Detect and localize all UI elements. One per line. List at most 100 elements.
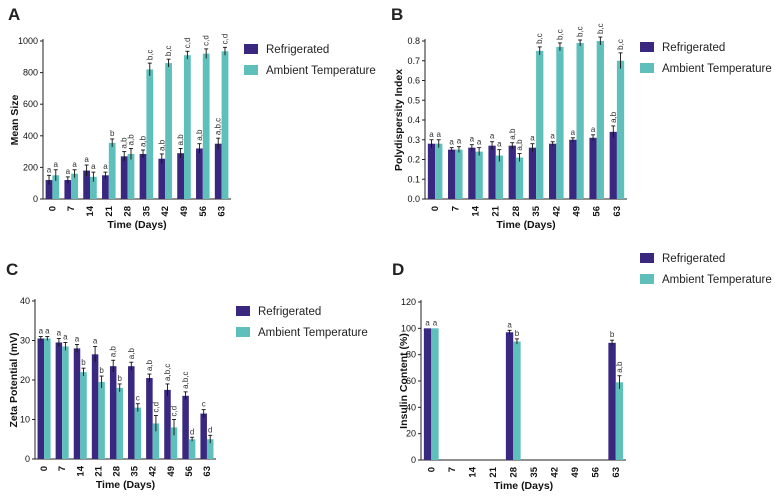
bar-refrigerated (37, 338, 45, 459)
y-tick-label: 0 (411, 455, 416, 465)
y-tick-label: 40 (406, 402, 416, 412)
significance-label: a,b (195, 129, 204, 141)
y-tick-label: 20 (406, 429, 416, 439)
bar-ambient (431, 328, 439, 460)
bar-refrigerated (609, 131, 617, 199)
significance-label: a,b (176, 134, 185, 146)
significance-label: a (103, 162, 108, 171)
x-tick-label: 28 (123, 206, 134, 217)
significance-label: a,b (508, 128, 517, 140)
significance-label: a (425, 318, 430, 327)
bar-ambient (152, 423, 160, 459)
x-tick-label: 21 (488, 466, 499, 477)
significance-label: a,b (515, 139, 524, 151)
significance-label: b,c (164, 45, 173, 56)
significance-label: a (457, 137, 462, 146)
x-tick-label: 21 (93, 465, 104, 476)
y-tick-label: 60 (406, 376, 416, 386)
bar-refrigerated (102, 175, 109, 199)
x-tick-label: 28 (508, 467, 519, 478)
bar-ambient (116, 387, 123, 459)
significance-label: b,c (576, 26, 585, 37)
significance-label: c (136, 394, 140, 403)
x-tick-label: 7 (66, 206, 77, 211)
bar-ambient (202, 53, 210, 199)
bar-refrigerated (146, 378, 153, 459)
significance-label: a,b (139, 135, 148, 147)
significance-label: a,b (120, 137, 129, 149)
significance-label: a,b (157, 139, 166, 151)
significance-label: a (470, 135, 475, 144)
x-axis-label: Time (Days) (107, 219, 166, 231)
x-tick-label: 35 (529, 466, 540, 477)
significance-label: b,c (616, 39, 625, 50)
significance-label: a (571, 128, 576, 137)
y-tick-label: 10 (20, 415, 30, 425)
bar-ambient (52, 175, 60, 199)
y-axis-label: Zeta Potential (mV) (8, 332, 20, 427)
x-tick-label: 7 (57, 466, 68, 471)
y-tick-label: 0.4 (407, 115, 420, 125)
bar-ambient (435, 143, 443, 199)
panel-letter: B (391, 5, 403, 24)
legend-swatch-refrigerated (236, 306, 250, 316)
legend-label: Refrigerated (266, 44, 329, 56)
bar-refrigerated (91, 354, 99, 459)
bar-ambient (576, 42, 584, 199)
significance-label: a (39, 327, 44, 336)
x-tick-label: 42 (148, 466, 159, 477)
bar-refrigerated (488, 145, 496, 199)
significance-label: a (433, 318, 438, 327)
significance-label: a,b (127, 348, 136, 360)
x-tick-label: 49 (570, 467, 581, 478)
significance-label: a (429, 130, 434, 139)
y-tick-label: 0.1 (407, 174, 420, 184)
x-tick-label: 56 (592, 206, 603, 217)
x-tick-label: 63 (611, 467, 622, 478)
bar-refrigerated (182, 395, 189, 459)
bar-refrigerated (214, 143, 222, 199)
legend-swatch-refrigerated (640, 253, 654, 263)
legend-label: Refrigerated (662, 42, 725, 54)
bar-ambient (495, 155, 503, 199)
y-tick-label: 0.2 (407, 155, 420, 165)
significance-label: a,b,c (214, 118, 223, 135)
bar-ambient (475, 151, 483, 199)
y-axis-label: Mean Size (9, 94, 21, 145)
y-tick-label: 200 (23, 162, 38, 172)
significance-label: c,d (220, 34, 229, 45)
bar-refrigerated (139, 153, 147, 199)
significance-label: b,c (535, 33, 544, 44)
x-tick-label: 21 (104, 205, 115, 216)
x-tick-label: 7 (447, 467, 458, 472)
significance-label: a,b (145, 359, 154, 371)
panel-letter: C (6, 260, 18, 279)
x-tick-label: 63 (202, 466, 213, 477)
significance-label: a (497, 140, 502, 149)
x-tick-label: 35 (130, 465, 141, 476)
significance-label: a (84, 155, 89, 164)
x-tick-label: 56 (198, 206, 209, 217)
y-tick-label: 0.7 (407, 56, 420, 66)
significance-label: a (75, 334, 80, 343)
x-axis-label: Time (Days) (96, 479, 155, 491)
significance-label: b (81, 358, 86, 367)
bar-ambient (80, 372, 87, 459)
legend-swatch-ambient (244, 65, 258, 75)
y-tick-label: 400 (23, 131, 38, 141)
bar-ambient (206, 439, 214, 459)
bar-ambient (616, 60, 625, 199)
significance-label: b (110, 129, 115, 138)
x-tick-label: 56 (590, 467, 601, 478)
panel-letter: A (8, 5, 20, 24)
significance-label: c,d (170, 406, 179, 417)
bar-refrigerated (64, 180, 72, 199)
significance-label: b (117, 374, 122, 383)
bar-ambient (615, 382, 624, 460)
x-tick-label: 56 (184, 466, 195, 477)
bar-ambient (184, 55, 191, 199)
significance-label: a,b (109, 346, 118, 358)
bar-refrigerated (177, 153, 184, 199)
significance-label: d (208, 425, 212, 434)
